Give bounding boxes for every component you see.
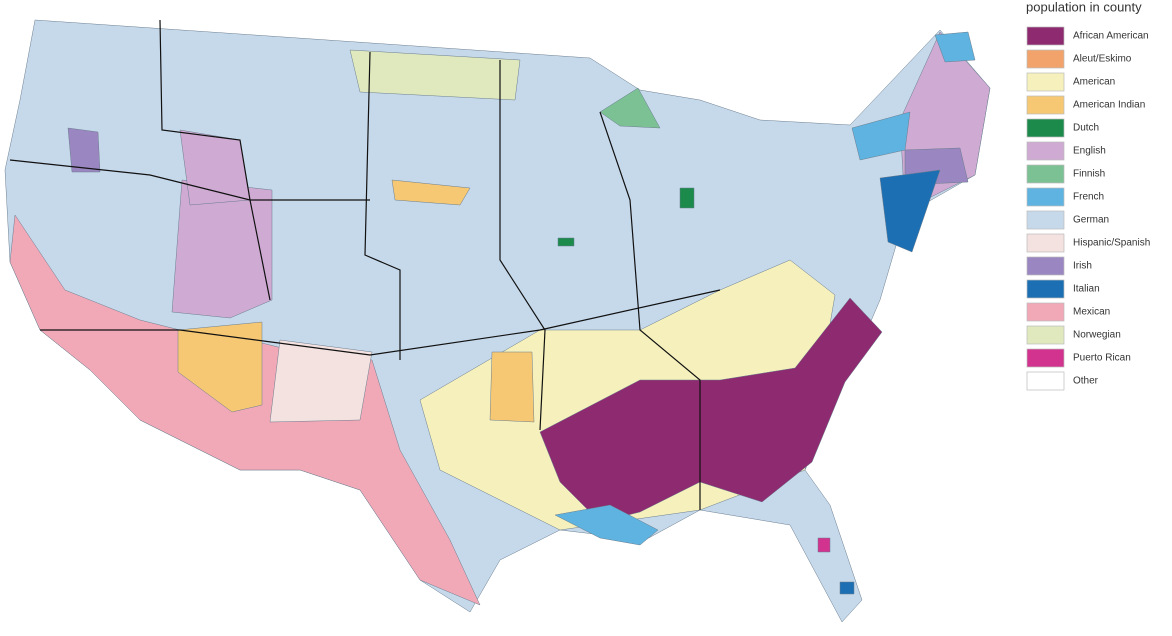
legend-swatch	[1026, 371, 1065, 391]
region-idaho	[179, 129, 251, 206]
legend-title: population in county	[1026, 0, 1142, 14]
region-utah	[171, 179, 273, 319]
legend-swatch	[1026, 187, 1065, 207]
legend-swatch	[1026, 348, 1065, 368]
region-dakota	[349, 49, 521, 101]
region-maine-french	[934, 31, 976, 63]
region-oregon-irish	[67, 127, 101, 173]
legend-label: Italian	[1073, 284, 1100, 295]
region-new-mexico	[269, 339, 373, 423]
legend-label: American Indian	[1073, 100, 1145, 111]
state-border	[499, 60, 546, 431]
legend-swatch	[1026, 95, 1065, 115]
legend-label: Other	[1073, 376, 1099, 387]
legend-label: Dutch	[1073, 123, 1099, 134]
region-michigan-dutch	[679, 187, 695, 209]
legend-label: German	[1073, 215, 1109, 226]
legend: population in county African American Ale…	[1026, 0, 1150, 391]
state-border	[9, 159, 370, 201]
legend-label: Aleut/Eskimo	[1073, 54, 1132, 65]
state-border	[40, 289, 721, 356]
region-arizona	[177, 321, 263, 413]
region-florida-italian	[839, 581, 855, 595]
region-oklahoma	[489, 351, 535, 423]
region-new-york-city	[879, 169, 941, 253]
legend-label: Irish	[1073, 261, 1092, 272]
legend-label: Mexican	[1073, 307, 1110, 318]
legend-label: French	[1073, 192, 1104, 203]
region-louisiana	[554, 504, 659, 546]
county-map	[4, 19, 991, 623]
legend-label: English	[1073, 146, 1106, 157]
region-florida-pr	[817, 537, 831, 553]
legend-swatch	[1026, 233, 1065, 253]
state-border	[159, 19, 271, 301]
region-iowa-dutch	[557, 237, 575, 247]
legend-swatch	[1026, 72, 1065, 92]
legend-swatch	[1026, 118, 1065, 138]
legend-swatch	[1026, 256, 1065, 276]
legend-label: American	[1073, 77, 1115, 88]
legend-swatch	[1026, 279, 1065, 299]
legend-label: Finnish	[1073, 169, 1105, 180]
legend-label: Puerto Rican	[1073, 353, 1131, 364]
region-upper-peninsula	[599, 87, 661, 129]
region-sd	[391, 179, 471, 206]
legend-swatch	[1026, 164, 1065, 184]
legend-label: Hispanic/Spanish	[1073, 238, 1150, 249]
legend-label: African American	[1073, 31, 1149, 42]
legend-swatch	[1026, 325, 1065, 345]
legend-swatch	[1026, 49, 1065, 69]
legend-swatch	[1026, 210, 1065, 230]
state-border	[364, 51, 401, 360]
legend-swatch	[1026, 26, 1065, 46]
legend-swatch	[1026, 141, 1065, 161]
state-border	[599, 111, 701, 510]
legend-label: Norwegian	[1073, 330, 1121, 341]
legend-swatch	[1026, 302, 1065, 322]
